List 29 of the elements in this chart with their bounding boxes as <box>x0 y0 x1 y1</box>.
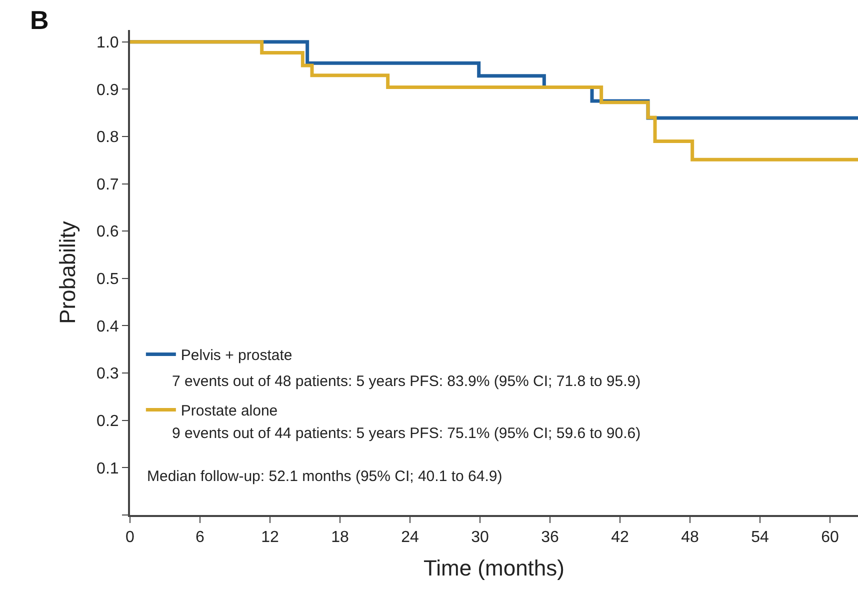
y-axis-title: Probability <box>54 221 80 324</box>
x-tick-label: 60 <box>821 529 839 546</box>
y-tick-label: 0.9 <box>96 82 119 99</box>
x-axis-title: Time (months) <box>424 556 564 581</box>
annotation: 9 events out of 44 patients: 5 years PFS: 75.1% (95% CI; 59.6 to 90.6) <box>172 425 641 442</box>
y-tick-label: 0.5 <box>96 271 119 288</box>
legend-label: Prostate alone <box>180 402 278 420</box>
x-tick-label: 30 <box>471 529 489 546</box>
y-tick-label: 0.4 <box>96 318 119 336</box>
y-tick-label: 0.2 <box>96 412 119 430</box>
y-tick-label: 1.0 <box>96 34 119 52</box>
y-tick-label: 0.6 <box>96 224 119 241</box>
x-tick-label: 54 <box>751 529 769 546</box>
y-tick-label: 0.1 <box>96 460 119 478</box>
y-tick-label: 0.7 <box>96 176 119 194</box>
x-tick-label: 24 <box>401 529 419 546</box>
x-tick-label: 12 <box>261 529 279 546</box>
x-tick-label: 0 <box>126 529 135 546</box>
x-tick-label: 6 <box>196 529 205 546</box>
x-tick-label: 18 <box>331 529 349 546</box>
text: B <box>30 5 49 35</box>
annotation: 7 events out of 48 patients: 5 years PFS: 83.9% (95% CI; 71.8 to 95.9) <box>172 373 641 390</box>
annotation: Median follow-up: 52.1 months (95% CI; 40.1 to 64.9) <box>147 468 502 485</box>
y-tick-label: 0.3 <box>96 366 119 383</box>
legend-label: Pelvis + prostate <box>180 347 292 364</box>
x-tick-label: 36 <box>541 529 559 546</box>
x-tick-label: 48 <box>681 529 699 546</box>
x-tick-label: 42 <box>611 529 629 546</box>
y-tick-label: 0.8 <box>96 129 119 146</box>
